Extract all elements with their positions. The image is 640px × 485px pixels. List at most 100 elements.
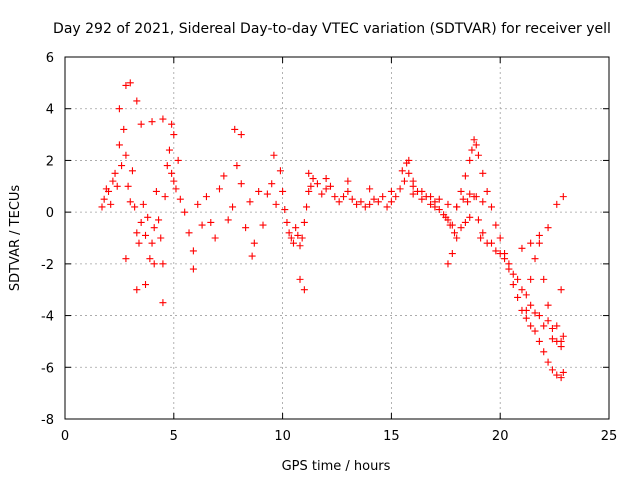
data-point (211, 234, 219, 242)
data-point (459, 195, 467, 203)
data-points (98, 79, 567, 382)
data-point (374, 198, 382, 206)
data-point (461, 172, 469, 180)
data-point (553, 337, 561, 345)
data-point (255, 187, 263, 195)
data-point (387, 187, 395, 195)
data-point (289, 239, 297, 247)
data-point (472, 141, 480, 149)
data-point (535, 231, 543, 239)
data-point (163, 162, 171, 170)
data-point (292, 224, 300, 232)
data-point (231, 125, 239, 133)
axis-ticks: 0 5 10 15 20 25 -8 -6 -4 -2 0 2 4 6 (41, 51, 617, 444)
data-point (535, 239, 543, 247)
data-point (466, 190, 474, 198)
data-point (144, 213, 152, 221)
data-point (142, 281, 150, 289)
data-point (468, 146, 476, 154)
data-point (146, 255, 154, 263)
data-point (474, 216, 482, 224)
data-point (509, 281, 517, 289)
data-point (457, 224, 465, 232)
data-point (139, 200, 147, 208)
data-point (461, 218, 469, 226)
data-point (505, 260, 513, 268)
data-point (122, 255, 130, 263)
data-point (427, 200, 435, 208)
x-axis-label: GPS time / hours (282, 459, 391, 474)
data-point (185, 229, 193, 237)
data-point (170, 177, 178, 185)
data-point (150, 260, 158, 268)
data-point (557, 374, 565, 382)
grid (65, 57, 609, 419)
data-point (492, 247, 500, 255)
data-point (305, 187, 313, 195)
data-point (229, 203, 237, 211)
data-point (309, 175, 317, 183)
data-point (157, 234, 165, 242)
data-point (464, 198, 472, 206)
data-point (527, 239, 535, 247)
data-point (313, 180, 321, 188)
data-point (259, 221, 267, 229)
data-point (124, 182, 132, 190)
y-tick-label: 6 (46, 51, 54, 66)
data-point (518, 244, 526, 252)
data-point (553, 200, 561, 208)
data-point (383, 203, 391, 211)
data-point (131, 203, 139, 211)
data-point (237, 180, 245, 188)
data-point (518, 286, 526, 294)
data-point (477, 234, 485, 242)
data-point (300, 286, 308, 294)
data-point (353, 200, 361, 208)
data-point (409, 182, 417, 190)
data-point (326, 182, 334, 190)
data-point (559, 193, 567, 201)
data-point (470, 193, 478, 201)
data-point (142, 231, 150, 239)
data-point (296, 242, 304, 250)
data-point (540, 275, 548, 283)
data-point (246, 198, 254, 206)
data-point (531, 327, 539, 335)
data-point (522, 291, 530, 299)
data-point (514, 293, 522, 301)
data-point (527, 301, 535, 309)
data-point (553, 371, 561, 379)
data-point (148, 118, 156, 126)
data-point (198, 221, 206, 229)
data-point (466, 213, 474, 221)
data-point (148, 239, 156, 247)
data-point (172, 185, 180, 193)
data-point (296, 275, 304, 283)
data-point (479, 229, 487, 237)
data-point (435, 206, 443, 214)
data-point (522, 314, 530, 322)
data-point (159, 115, 167, 123)
data-point (451, 229, 459, 237)
data-point (548, 366, 556, 374)
data-point (322, 175, 330, 183)
data-point (135, 239, 143, 247)
data-point (122, 151, 130, 159)
data-point (276, 167, 284, 175)
data-point (115, 141, 123, 149)
y-tick-label: -6 (41, 361, 54, 376)
data-point (559, 368, 567, 376)
data-point (544, 317, 552, 325)
y-tick-label: 2 (46, 154, 54, 169)
y-tick-label: 0 (46, 206, 54, 221)
data-point (559, 332, 567, 340)
x-tick-label: 20 (492, 429, 509, 444)
data-point (509, 270, 517, 278)
data-point (122, 81, 130, 89)
data-point (479, 198, 487, 206)
data-point (128, 167, 136, 175)
data-point (344, 187, 352, 195)
data-point (170, 131, 178, 139)
data-point (366, 185, 374, 193)
